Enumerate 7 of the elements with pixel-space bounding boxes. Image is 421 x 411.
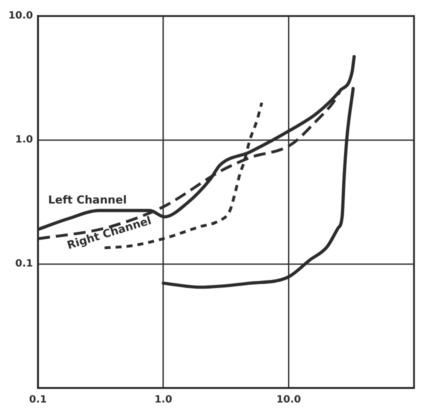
x-tick-label: 10.0 (276, 394, 302, 406)
y-tick-label: 10.0 (8, 10, 34, 22)
y-tick-label: 0.1 (15, 258, 34, 270)
x-tick-label: 1.0 (154, 394, 172, 406)
y-tick-label: 1.0 (15, 134, 34, 146)
x-tick-label: 0.1 (29, 394, 47, 406)
series-label: Left Channel (48, 194, 127, 207)
